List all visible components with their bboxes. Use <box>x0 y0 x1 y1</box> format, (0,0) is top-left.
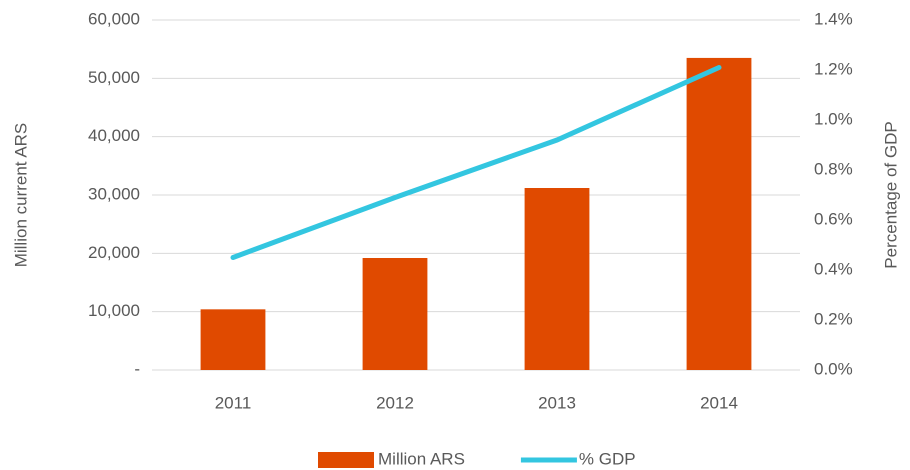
y-tick-label: 50,000 <box>88 68 140 87</box>
x-tick-label: 2014 <box>700 393 738 412</box>
y2-tick-label: 1.2% <box>814 59 853 78</box>
y2-tick-label: 0.6% <box>814 209 853 228</box>
y2-tick-label: 0.8% <box>814 159 853 178</box>
legend-label: % GDP <box>579 449 636 468</box>
y-tick-label: 60,000 <box>88 9 140 28</box>
bar <box>200 309 266 370</box>
legend-swatch <box>318 452 374 468</box>
bar <box>524 188 590 370</box>
legend-label: Million ARS <box>378 449 465 468</box>
y-tick-label: - <box>134 359 140 378</box>
y2-tick-label: 0.2% <box>814 309 853 328</box>
y-tick-label: 30,000 <box>88 184 140 203</box>
y-tick-label: 20,000 <box>88 243 140 262</box>
y2-axis-title: Percentage of GDP <box>881 121 900 268</box>
x-tick-label: 2012 <box>376 393 414 412</box>
y-tick-label: 40,000 <box>88 126 140 145</box>
y-axis-title: Million current ARS <box>11 123 30 268</box>
y2-tick-label: 1.0% <box>814 109 853 128</box>
line <box>230 65 722 260</box>
y2-tick-label: 0.0% <box>814 359 853 378</box>
bar <box>362 258 428 370</box>
y2-tick-label: 1.4% <box>814 9 853 28</box>
x-tick-label: 2013 <box>538 393 576 412</box>
y-tick-label: 10,000 <box>88 301 140 320</box>
bar <box>686 57 752 371</box>
y2-tick-label: 0.4% <box>814 259 853 278</box>
x-tick-label: 2011 <box>215 393 252 412</box>
